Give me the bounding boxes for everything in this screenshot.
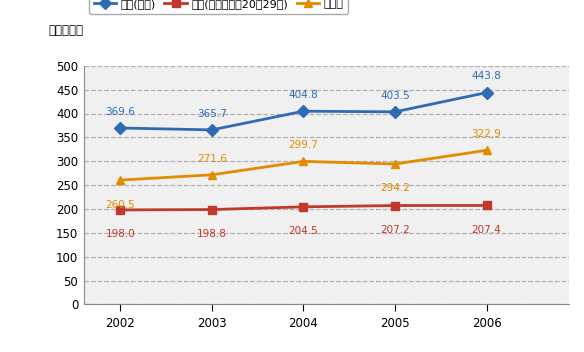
Line: 全国(従業者規樨20～29名): 全国(従業者規樨20～29名) <box>116 201 491 214</box>
Text: 198.8: 198.8 <box>197 229 227 239</box>
Text: 322.9: 322.9 <box>472 129 502 139</box>
Text: 404.8: 404.8 <box>288 90 318 100</box>
Text: 299.7: 299.7 <box>288 140 318 150</box>
Text: 207.2: 207.2 <box>380 225 410 235</box>
京都市 <box>117 178 124 182</box>
全国(平均) <box>391 110 398 114</box>
京都市 <box>300 159 307 163</box>
全国(従業者規樨20～29名) <box>208 207 215 212</box>
Text: 369.6: 369.6 <box>105 107 135 117</box>
Text: 403.5: 403.5 <box>380 91 410 101</box>
Text: 365.7: 365.7 <box>197 109 227 119</box>
全国(従業者規樨20～29名) <box>483 203 490 208</box>
京都市 <box>208 173 215 177</box>
全国(平均) <box>300 109 307 113</box>
Line: 京都市: 京都市 <box>116 146 491 184</box>
全国(平均) <box>208 128 215 132</box>
Line: 全国(平均): 全国(平均) <box>116 88 491 134</box>
Text: （百万円）: （百万円） <box>48 24 84 37</box>
京都市 <box>483 148 490 152</box>
Text: 443.8: 443.8 <box>472 71 502 81</box>
全国(平均) <box>117 126 124 130</box>
全国(従業者規樨20～29名) <box>117 208 124 212</box>
Text: 260.5: 260.5 <box>106 200 135 209</box>
Text: 207.4: 207.4 <box>472 225 502 235</box>
Legend: 全国(平均), 全国(従業者規樨20～29名), 京都市: 全国(平均), 全国(従業者規樨20～29名), 京都市 <box>89 0 348 14</box>
Text: 271.6: 271.6 <box>197 154 227 164</box>
全国(従業者規樨20～29名) <box>391 203 398 208</box>
全国(従業者規樨20～29名) <box>300 205 307 209</box>
全国(平均) <box>483 90 490 95</box>
Text: 294.2: 294.2 <box>380 183 410 194</box>
京都市 <box>391 162 398 166</box>
Text: 198.0: 198.0 <box>106 230 135 239</box>
Text: 204.5: 204.5 <box>288 226 318 236</box>
